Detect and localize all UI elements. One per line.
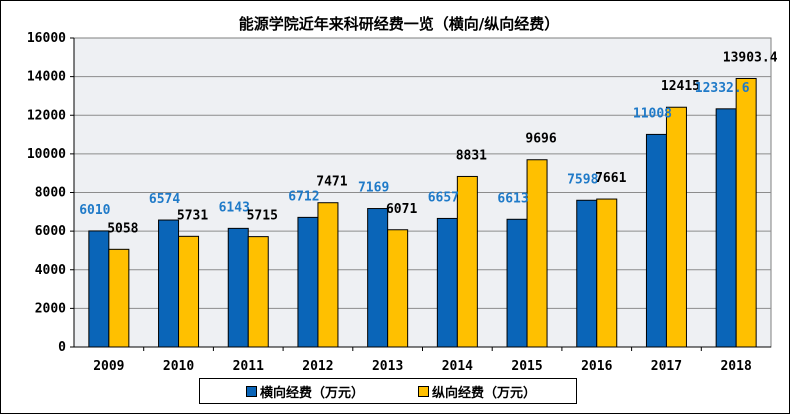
bar-horizontal xyxy=(158,219,180,348)
bar-vertical xyxy=(317,202,339,348)
data-label-horizontal: 11008 xyxy=(633,106,672,121)
legend-label-horizontal: 横向经费（万元） xyxy=(260,385,365,401)
bar-horizontal xyxy=(715,108,737,348)
x-tick-label: 2009 xyxy=(93,359,124,374)
data-label-vertical: 5715 xyxy=(247,209,278,224)
data-label-horizontal: 6010 xyxy=(79,203,110,218)
legend-item-horizontal: 横向经费（万元） xyxy=(246,382,364,401)
bar-vertical xyxy=(526,159,548,348)
legend-swatch-horizontal xyxy=(246,385,257,397)
bar-horizontal xyxy=(576,199,598,348)
x-tick-label: 2014 xyxy=(442,359,473,374)
data-label-horizontal: 6712 xyxy=(288,189,319,204)
x-tick-label: 2016 xyxy=(581,359,612,374)
bar-vertical xyxy=(735,77,757,348)
bar-horizontal xyxy=(88,230,110,348)
y-tick-label: 16000 xyxy=(27,31,66,46)
bar-vertical xyxy=(247,236,269,348)
data-label-horizontal: 7169 xyxy=(358,181,389,196)
data-label-vertical: 7471 xyxy=(316,175,347,190)
legend-swatch-vertical xyxy=(418,385,430,397)
data-label-horizontal: 7598 xyxy=(567,172,598,187)
data-label-horizontal: 12332.6 xyxy=(695,81,750,96)
data-label-vertical: 8831 xyxy=(456,148,487,163)
legend: 横向经费（万元） 纵向经费（万元） xyxy=(199,378,577,404)
y-tick-label: 14000 xyxy=(27,70,66,85)
data-label-horizontal: 6657 xyxy=(428,190,459,205)
y-axis-ticks: 0 2000 4000 6000 8000 10000 12000 14000 16000 xyxy=(27,31,74,355)
legend-label-vertical: 纵向经费（万元） xyxy=(432,385,537,401)
x-tick-label: 2013 xyxy=(372,359,403,374)
bar-horizontal xyxy=(367,208,389,348)
x-tick-label: 2012 xyxy=(302,359,333,374)
bar-horizontal xyxy=(645,133,667,348)
x-tick-label: 2015 xyxy=(511,359,542,374)
data-label-vertical: 5731 xyxy=(177,208,208,223)
data-label-vertical: 5058 xyxy=(107,221,138,236)
y-tick-label: 8000 xyxy=(35,186,66,201)
bars xyxy=(88,77,757,348)
data-label-vertical: 6071 xyxy=(386,202,417,217)
y-tick-label: 0 xyxy=(58,340,66,355)
data-label-horizontal: 6143 xyxy=(219,200,250,215)
data-label-horizontal: 6613 xyxy=(497,191,528,206)
bar-horizontal xyxy=(436,217,458,348)
bar-horizontal xyxy=(506,218,528,348)
bar-vertical xyxy=(665,106,687,348)
x-tick-label: 2010 xyxy=(163,359,194,374)
y-tick-label: 4000 xyxy=(35,263,66,278)
bar-vertical xyxy=(596,198,618,348)
data-label-vertical: 7661 xyxy=(595,171,626,186)
y-tick-label: 10000 xyxy=(27,147,66,162)
y-tick-label: 2000 xyxy=(35,301,66,316)
x-tick-label: 2017 xyxy=(651,359,682,374)
data-label-horizontal: 6574 xyxy=(149,192,180,207)
data-label-vertical: 9696 xyxy=(525,132,556,147)
bar-vertical xyxy=(387,229,409,348)
bar-horizontal xyxy=(227,227,249,348)
y-tick-label: 12000 xyxy=(27,108,66,123)
legend-item-vertical: 纵向经费（万元） xyxy=(418,382,536,401)
x-tick-label: 2018 xyxy=(720,359,751,374)
bar-vertical xyxy=(456,175,478,348)
data-label-vertical: 13903.4 xyxy=(723,50,778,65)
bar-vertical xyxy=(178,235,200,348)
data-label-vertical: 12415 xyxy=(661,79,700,94)
chart-title: 能源学院近年来科研经费一览（横向/纵向经费） xyxy=(239,15,559,33)
x-axis-ticks: 2009 2010 2011 2012 2013 2014 2015 2016 2017 2018 xyxy=(93,347,752,374)
x-tick-label: 2011 xyxy=(233,359,264,374)
y-tick-label: 6000 xyxy=(35,224,66,239)
bar-vertical xyxy=(108,248,130,348)
bar-horizontal xyxy=(297,216,319,348)
